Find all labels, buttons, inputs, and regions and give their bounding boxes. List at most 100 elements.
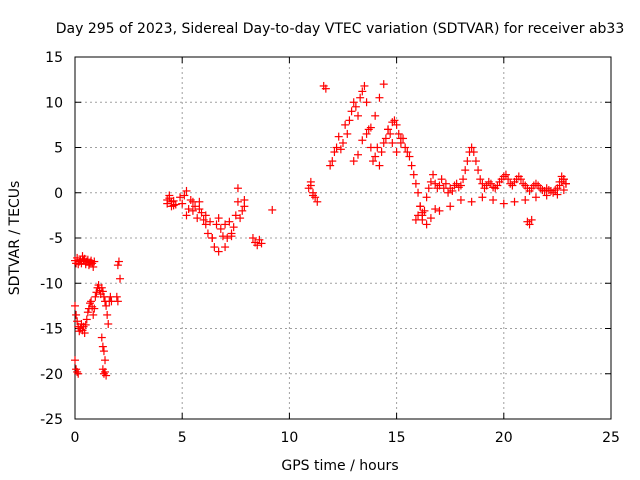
- data-point: [375, 93, 384, 102]
- y-tick-label: -25: [40, 412, 63, 428]
- data-point: [339, 138, 347, 147]
- data-point: [516, 175, 525, 184]
- data-point: [82, 315, 91, 324]
- data-point: [313, 197, 322, 206]
- data-point: [461, 166, 470, 175]
- data-point: [201, 220, 210, 229]
- data-point: [201, 211, 210, 220]
- data-point: [343, 129, 352, 138]
- data-point: [418, 208, 427, 217]
- data-point: [431, 205, 440, 214]
- data-point: [354, 150, 363, 159]
- grid-lines: [75, 57, 611, 419]
- data-point: [97, 283, 106, 292]
- data-point: [99, 347, 108, 356]
- data-point: [489, 183, 498, 192]
- data-point: [268, 205, 277, 214]
- y-axis-label: SDTVAR / TECUs: [7, 181, 23, 296]
- data-point: [186, 195, 195, 204]
- data-point: [474, 166, 483, 175]
- y-tick-label: -15: [40, 322, 63, 338]
- data-point: [426, 214, 435, 223]
- data-point: [392, 120, 401, 129]
- data-point: [405, 152, 414, 161]
- data-point: [519, 179, 528, 188]
- data-point: [321, 84, 330, 93]
- data-point: [371, 152, 380, 161]
- data-point: [373, 143, 382, 152]
- data-point: [113, 261, 122, 270]
- data-point: [182, 186, 191, 195]
- data-point: [358, 87, 367, 96]
- data-point: [403, 148, 412, 157]
- data-point: [330, 148, 339, 157]
- chart-title: Day 295 of 2023, Sidereal Day-to-day VTE…: [56, 21, 625, 37]
- data-point: [163, 195, 172, 204]
- data-point: [377, 148, 386, 157]
- data-point: [521, 195, 530, 204]
- data-point: [358, 136, 367, 145]
- data-point: [437, 175, 446, 184]
- data-point: [424, 184, 433, 193]
- data-point: [360, 81, 369, 90]
- data-point: [89, 310, 98, 319]
- data-point: [214, 247, 223, 256]
- data-point: [375, 161, 384, 170]
- data-point: [98, 342, 107, 351]
- data-point: [441, 179, 450, 188]
- data-point: [561, 179, 570, 188]
- data-point: [429, 170, 438, 179]
- data-point: [248, 234, 257, 242]
- x-tick-label: 25: [602, 430, 620, 446]
- data-point: [411, 179, 420, 188]
- data-point: [414, 188, 423, 197]
- data-point: [182, 211, 191, 220]
- data-point: [414, 211, 423, 220]
- data-point: [390, 116, 399, 125]
- data-point: [388, 138, 397, 147]
- data-point: [504, 175, 513, 184]
- data-point: [113, 297, 122, 306]
- data-point: [420, 206, 429, 215]
- data-point: [463, 157, 472, 166]
- data-point: [510, 197, 519, 206]
- data-point: [489, 195, 498, 204]
- data-point: [83, 308, 92, 317]
- data-point: [223, 234, 232, 242]
- data-point: [328, 157, 337, 166]
- data-point: [178, 199, 187, 208]
- data-point: [114, 257, 123, 266]
- data-point: [559, 175, 568, 184]
- data-point: [308, 191, 317, 200]
- x-tick-labels: 0 5 10 15 20 25: [71, 430, 620, 446]
- data-point: [221, 243, 230, 252]
- data-point: [499, 199, 508, 208]
- data-point: [257, 239, 266, 248]
- x-tick-label: 5: [178, 430, 187, 446]
- data-point: [221, 220, 230, 229]
- data-point: [392, 148, 401, 157]
- data-point: [411, 215, 420, 224]
- data-point: [238, 206, 247, 215]
- data-point: [386, 129, 395, 138]
- data-point: [326, 161, 335, 170]
- data-point: [199, 215, 208, 224]
- y-tick-labels: -25 -20 -15 -10 -5 0 5 10 15: [40, 50, 63, 428]
- data-point: [212, 220, 221, 229]
- data-point: [311, 193, 320, 202]
- data-point: [396, 134, 405, 143]
- data-point: [227, 232, 236, 241]
- y-tick-label: 0: [54, 186, 63, 202]
- data-point: [188, 197, 197, 206]
- data-point: [103, 310, 112, 319]
- data-point: [444, 188, 453, 197]
- data-point: [101, 356, 110, 365]
- data-point: [81, 320, 90, 329]
- data-point: [349, 157, 358, 166]
- data-point: [456, 181, 465, 190]
- data-point: [476, 175, 485, 184]
- data-point: [553, 190, 562, 199]
- data-point: [555, 177, 564, 186]
- data-point: [435, 206, 444, 215]
